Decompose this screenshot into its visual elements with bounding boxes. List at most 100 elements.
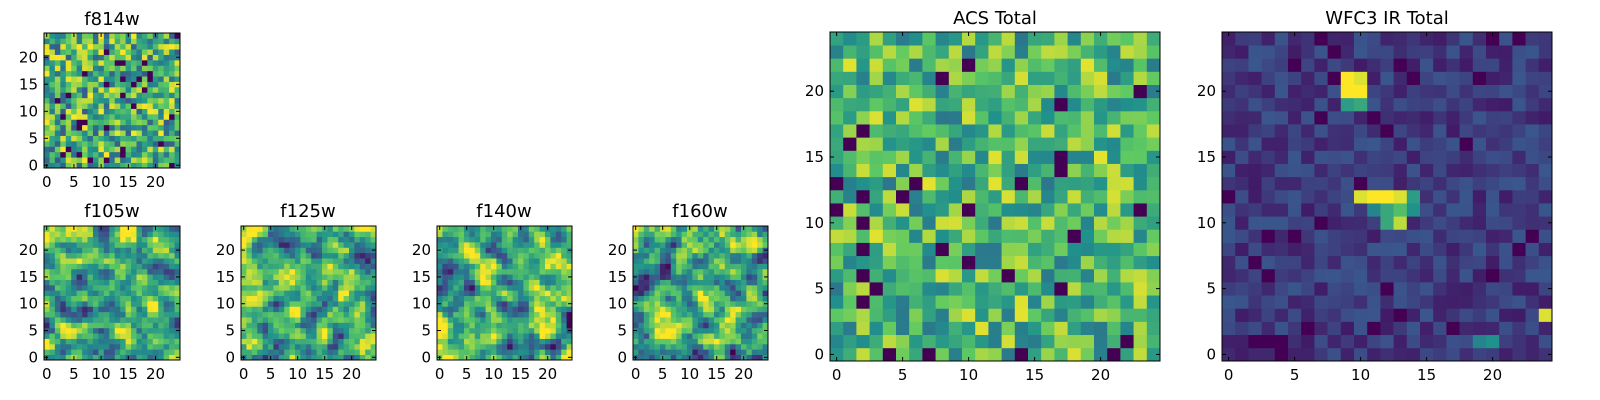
heatmap-cell (1235, 84, 1249, 99)
heatmap-cell (295, 236, 301, 243)
heatmap-cell (289, 242, 296, 248)
heatmap-cell (665, 274, 672, 280)
heatmap-cell (1301, 229, 1315, 243)
heatmap-cell (1420, 97, 1434, 112)
heatmap-cell (975, 137, 989, 151)
heatmap-cell (643, 274, 650, 280)
y-tick-label: 5 (1206, 280, 1216, 298)
heatmap-cell (103, 162, 110, 169)
heatmap-cell (474, 279, 481, 286)
heatmap-cell (458, 258, 465, 264)
heatmap-cell (1041, 282, 1055, 296)
heatmap-cell (830, 176, 844, 191)
heatmap-cell (311, 311, 317, 318)
heatmap-cell (1080, 334, 1095, 349)
heatmap-cell (125, 301, 132, 307)
heatmap-cell (343, 279, 350, 286)
heatmap-cell (692, 274, 699, 280)
heatmap-cell (152, 236, 159, 243)
heatmap-cell (485, 290, 492, 297)
heatmap-cell (316, 354, 323, 361)
heatmap-cell (141, 38, 148, 45)
heatmap-cell (975, 216, 989, 230)
heatmap-cell (71, 327, 77, 334)
heatmap-cell (539, 306, 546, 313)
heatmap-cell (300, 295, 307, 302)
heatmap-cell (534, 343, 540, 350)
heatmap-cell (136, 343, 143, 350)
heatmap-cell (103, 108, 110, 115)
heatmap-cell (555, 236, 562, 243)
heatmap-cell (676, 252, 682, 259)
heatmap-cell (76, 157, 83, 163)
heatmap-cell (561, 311, 567, 318)
heatmap-cell (757, 279, 763, 286)
heatmap-cell (447, 317, 454, 323)
heatmap-cell (869, 163, 884, 178)
heatmap-cell (1028, 150, 1042, 164)
heatmap-cell (65, 242, 72, 248)
heatmap-cell (82, 124, 88, 131)
heatmap-cell (676, 306, 682, 313)
heatmap-cell (163, 157, 170, 163)
heatmap-cell (751, 226, 758, 232)
heatmap-cell (545, 247, 551, 254)
heatmap-cell (158, 333, 165, 339)
heatmap-cell (114, 284, 121, 291)
heatmap-cell (730, 317, 736, 323)
heatmap-cell (746, 295, 753, 302)
heatmap-cell (975, 295, 989, 309)
heatmap-cell (311, 354, 317, 361)
heatmap-cell (87, 226, 94, 232)
heatmap-cell (268, 284, 274, 291)
heatmap-cell (268, 268, 274, 275)
heatmap-cell (76, 343, 83, 350)
heatmap-cell (359, 311, 366, 318)
heatmap-cell (670, 322, 677, 329)
heatmap-cell (1274, 163, 1289, 178)
heatmap-cell (305, 247, 312, 254)
heatmap-cell (71, 242, 77, 248)
heatmap-cell (708, 306, 715, 313)
heatmap-cell (856, 282, 870, 296)
heatmap-cell (354, 343, 361, 350)
heatmap-cell (338, 295, 344, 302)
heatmap-cell (714, 349, 720, 355)
heatmap-cell (141, 124, 148, 131)
heatmap-cell (54, 87, 61, 93)
heatmap-cell (1301, 295, 1315, 309)
heatmap-cell (1133, 308, 1148, 322)
heatmap-cell (305, 317, 312, 323)
heatmap-cell (491, 311, 497, 318)
heatmap-cell (447, 231, 454, 238)
x-tick-label: 5 (69, 365, 79, 383)
heatmap-cell (566, 322, 573, 329)
heatmap-cell (300, 279, 307, 286)
heatmap-cell (962, 295, 976, 309)
heatmap-cell (1028, 203, 1042, 217)
heatmap-cell (273, 317, 280, 323)
heatmap-cell (539, 311, 546, 318)
heatmap-cell (131, 135, 137, 142)
heatmap-cell (65, 33, 72, 39)
heatmap-cell (741, 252, 747, 259)
heatmap-cell (491, 268, 497, 275)
heatmap-cell (109, 349, 116, 355)
heatmap-cell (550, 343, 557, 350)
heatmap-cell (665, 268, 672, 275)
heatmap-cell (491, 327, 497, 334)
heatmap-cell (251, 338, 258, 345)
heatmap-cell (131, 311, 137, 318)
heatmap-cell (1107, 308, 1121, 322)
heatmap-cell (453, 317, 459, 323)
heatmap-cell (1525, 308, 1540, 322)
heatmap-cell (660, 252, 666, 259)
heatmap-cell (1327, 110, 1342, 125)
heatmap-cell (262, 343, 269, 350)
heatmap-cell (370, 236, 377, 243)
heatmap-cell (1380, 84, 1394, 99)
heatmap-cell (82, 274, 88, 280)
heatmap-cell (708, 226, 715, 232)
heatmap-cell (638, 343, 645, 350)
heatmap-cell (103, 306, 110, 313)
